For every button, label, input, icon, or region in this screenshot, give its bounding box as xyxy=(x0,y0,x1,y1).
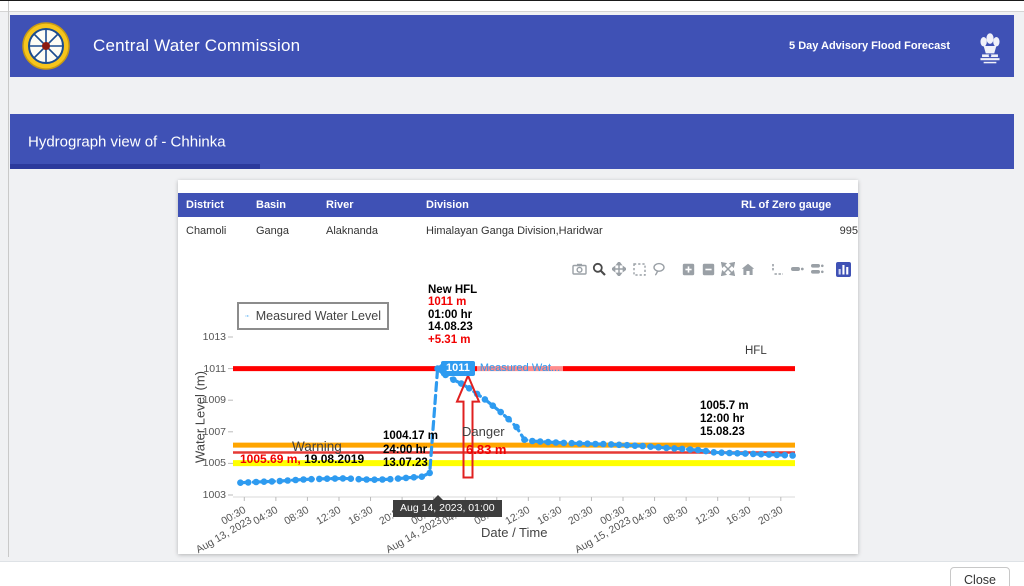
zoom-in-icon[interactable] xyxy=(678,261,698,277)
window-left-edge xyxy=(8,1,9,557)
hover-trace-name: Measured Wat... xyxy=(476,361,564,376)
old-hfl-annotation: 1005.69 m, 19.08.2019 xyxy=(240,452,365,466)
forecast-subtitle: 5 Day Advisory Flood Forecast xyxy=(789,40,950,52)
col-rl-zero-gauge: RL of Zero gauge xyxy=(733,193,858,217)
col-district: District xyxy=(178,193,248,217)
cell-division: Himalayan Ganga Division,Haridwar xyxy=(418,217,733,245)
plotly-logo-icon[interactable] xyxy=(833,261,853,277)
section-title-bar: Hydrograph view of - Chhinka xyxy=(10,114,1014,169)
cell-rl-zero-gauge: 995 xyxy=(733,217,858,245)
danger-level-label: Danger xyxy=(462,424,505,439)
cwc-logo-icon xyxy=(22,22,70,70)
hover-value: 1011 xyxy=(441,361,475,376)
lasso-select-icon[interactable] xyxy=(649,261,669,277)
close-button[interactable]: Close xyxy=(950,567,1010,586)
cell-river: Alaknanda xyxy=(318,217,418,245)
hfl-line-label: HFL xyxy=(745,345,767,357)
app-title: Central Water Commission xyxy=(93,36,301,55)
y-tick-label: 1007 xyxy=(202,425,226,438)
window-top-strip xyxy=(0,1,1024,12)
hydrograph-chart: Water Level (m) Date / Time 1003 1005 1007… xyxy=(178,257,858,556)
y-tick-label: 1009 xyxy=(202,394,226,407)
india-emblem-icon xyxy=(980,33,1000,64)
table-header-row: District Basin River Division RL of Zero… xyxy=(178,193,858,217)
hover-point-label: 1011 Measured Wat... xyxy=(435,361,564,376)
pre-flood-level-annotation: 1004.17 m 24:00 hr 13.07.23 xyxy=(383,430,438,469)
box-select-icon[interactable] xyxy=(629,261,649,277)
table-row: Chamoli Ganga Alaknanda Himalayan Ganga … xyxy=(178,217,858,245)
zoom-out-icon[interactable] xyxy=(698,261,718,277)
tab-indicator xyxy=(10,164,260,169)
rise-amount-label: 6.83 m xyxy=(466,442,507,457)
hydrograph-card: District Basin River Division RL of Zero… xyxy=(178,180,858,556)
x-axis-hover-tooltip: Aug 14, 2023, 01:00 xyxy=(393,495,502,517)
hover-caret-icon xyxy=(435,363,441,374)
chart-legend[interactable]: Measured Water Level xyxy=(237,302,389,330)
hover-closest-icon[interactable] xyxy=(787,261,807,277)
new-hfl-annotation: New HFL 1011 m 01:00 hr 14.08.23 +5.31 m xyxy=(428,284,478,346)
col-river: River xyxy=(318,193,418,217)
y-tick-label: 1005 xyxy=(202,457,226,470)
modal-footer: Close xyxy=(0,561,1024,586)
y-tick-label: 1013 xyxy=(202,331,226,343)
cell-district: Chamoli xyxy=(178,217,248,245)
camera-icon[interactable] xyxy=(569,261,589,277)
y-tick-label: 1011 xyxy=(203,362,226,375)
col-basin: Basin xyxy=(248,193,318,217)
warning-level-label: Warning xyxy=(292,439,342,454)
zoom-icon[interactable] xyxy=(589,261,609,277)
tooltip-caret-icon xyxy=(433,495,443,500)
chart-modebar xyxy=(569,260,853,278)
x-axis-title: Date / Time xyxy=(481,525,548,540)
col-division: Division xyxy=(418,193,733,217)
y-tick-label: 1003 xyxy=(202,489,226,501)
hover-compare-icon[interactable] xyxy=(807,261,827,277)
autoscale-icon[interactable] xyxy=(718,261,738,277)
toggle-spikelines-icon[interactable] xyxy=(767,261,787,277)
cell-basin: Ganga xyxy=(248,217,318,245)
latest-level-annotation: 1005.7 m 12:00 hr 15.08.23 xyxy=(700,400,749,438)
station-info-table: District Basin River Division RL of Zero… xyxy=(178,193,858,245)
rise-arrow xyxy=(455,373,481,479)
legend-label: Measured Water Level xyxy=(255,309,381,323)
pan-icon[interactable] xyxy=(609,261,629,277)
legend-line-sample xyxy=(245,315,250,317)
app-header: Central Water Commission 5 Day Advisory … xyxy=(10,15,1014,77)
page-title: Hydrograph view of - Chhinka xyxy=(28,133,226,150)
reset-axes-icon[interactable] xyxy=(738,261,758,277)
